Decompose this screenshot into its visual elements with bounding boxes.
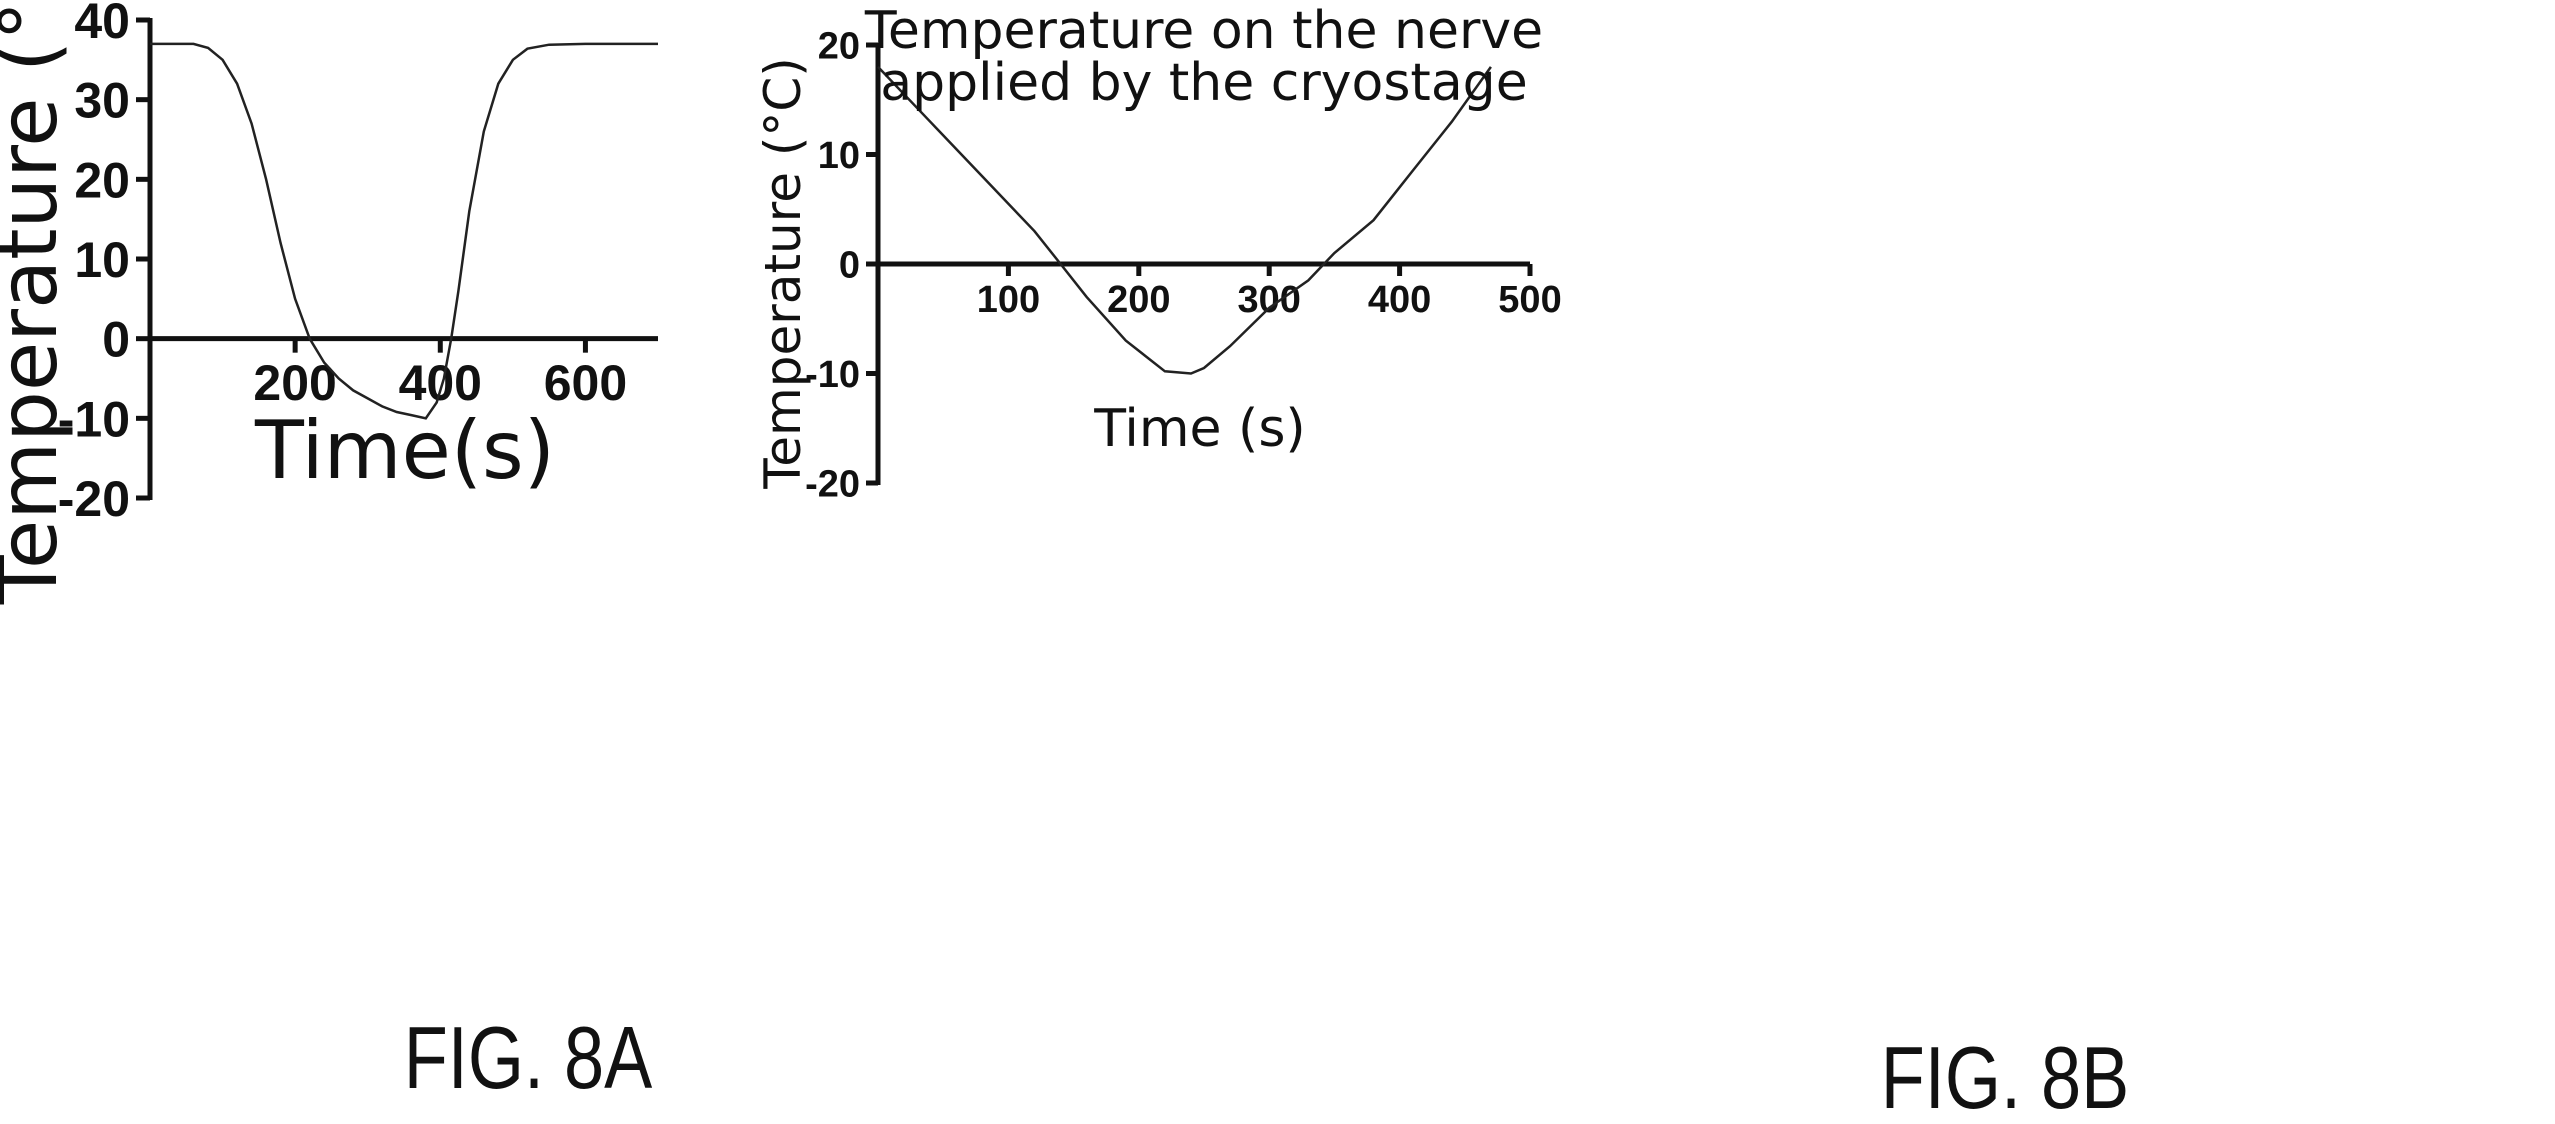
chart-8b-x-tick-label: 400 — [1368, 279, 1431, 321]
chart-8b-x-tick-label: 500 — [1498, 279, 1561, 321]
figure-caption-8a: FIG. 8A — [404, 1009, 653, 1107]
chart-8b-title-line: Temperature on the nerve — [864, 1, 1543, 61]
chart-8a-y-tick-label: 30 — [74, 73, 130, 129]
chart-8a-y-tick-label: 10 — [74, 232, 130, 288]
chart-8a-x-tick-label: 400 — [399, 355, 482, 411]
chart-8b-title: Temperature on the nerve applied by the c… — [864, 1, 1543, 113]
chart-8a-x-tick-label: 600 — [544, 355, 627, 411]
chart-8a-series-line — [150, 42, 658, 420]
chart-8a-y-tick-label: 0 — [102, 312, 130, 368]
chart-8b-y-axis-label: Temperature (°C) — [754, 57, 812, 490]
chart-8b-y-tick-label: -10 — [805, 354, 860, 396]
chart-8a-y-tick-label: -20 — [58, 471, 130, 527]
chart-8b-y-tick-label: 20 — [818, 26, 860, 68]
chart-8a: -20 -10 0 10 20 30 40 200 400 600 Temperature (°C… — [0, 0, 658, 1108]
chart-8b-x-tick-label: 200 — [1107, 279, 1170, 321]
figure-caption-8b: FIG. 8B — [1881, 1029, 2130, 1124]
chart-8b-title-line: applied by the cryostage — [880, 53, 1527, 113]
chart-8b: -20 -10 0 10 20 100 200 300 400 500 Temperature o… — [754, 1, 2129, 1124]
chart-8a-y-axis-label: Temperature (°C) — [0, 0, 75, 605]
chart-8a-x-tick-label: 200 — [253, 355, 336, 411]
chart-8b-x-axis-label: Time (s) — [1093, 399, 1305, 459]
chart-8b-x-tick-label: 300 — [1237, 279, 1300, 321]
chart-8b-x-tick-label: 100 — [977, 279, 1040, 321]
chart-8a-y-tick-label: 20 — [74, 152, 130, 208]
chart-8a-y-tick-label: 40 — [74, 0, 130, 49]
chart-8b-y-tick-label: 10 — [818, 135, 860, 177]
chart-8a-x-axis-label: Time(s) — [254, 404, 555, 497]
chart-8b-y-tick-label: -20 — [805, 464, 860, 506]
chart-8a-y-tick-label: -10 — [58, 391, 130, 447]
chart-8b-y-tick-label: 0 — [839, 245, 860, 287]
chart-8b-series-line — [877, 66, 1492, 375]
